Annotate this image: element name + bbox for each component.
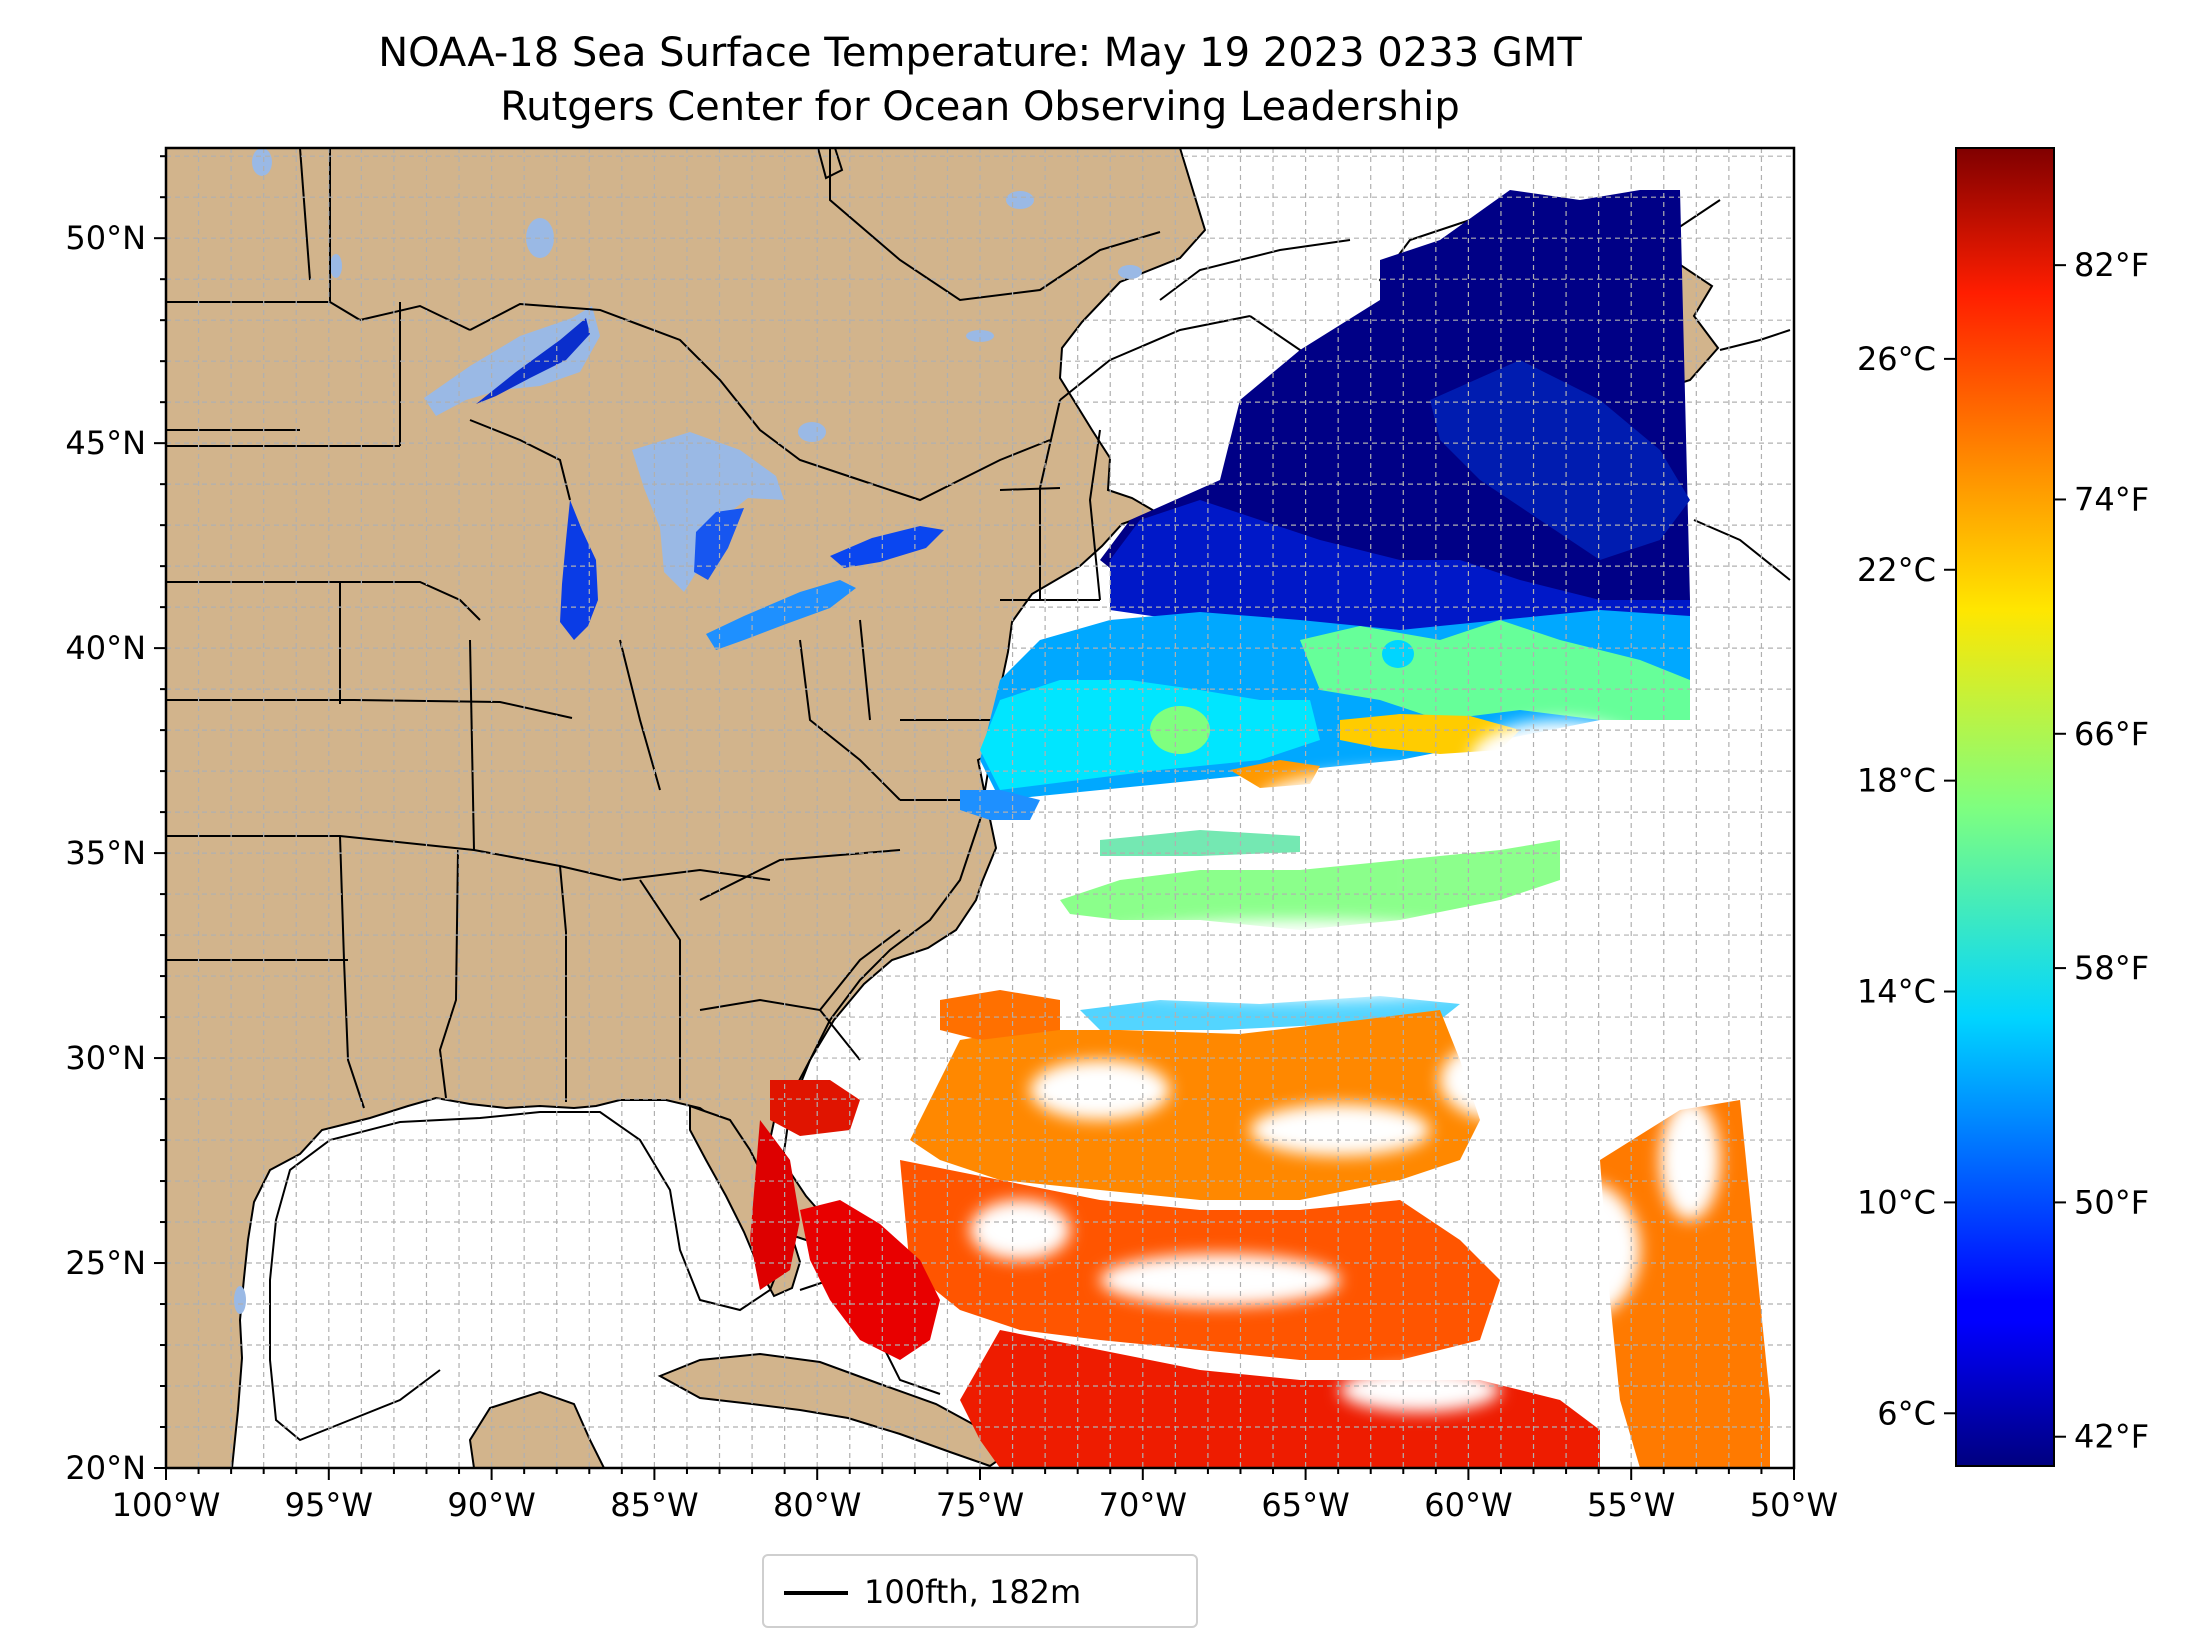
celsius-tick-label: 22°C bbox=[1857, 551, 1936, 589]
fahrenheit-tick-label: 74°F bbox=[2074, 480, 2149, 518]
colorbar-gradient bbox=[1955, 147, 2055, 1467]
lon-tick-label: 50°W bbox=[1750, 1486, 1838, 1524]
lat-tick-label: 35°N bbox=[65, 834, 146, 872]
celsius-tick-label: 14°C bbox=[1857, 973, 1936, 1011]
lat-tick-label: 20°N bbox=[65, 1449, 146, 1487]
contour-legend: 100fth, 182m bbox=[762, 1554, 1198, 1628]
lat-tick-label: 25°N bbox=[65, 1244, 146, 1282]
lon-tick-label: 95°W bbox=[285, 1486, 373, 1524]
lake-ontario bbox=[830, 526, 944, 568]
fahrenheit-tick-label: 66°F bbox=[2074, 715, 2149, 753]
lat-tick-label: 50°N bbox=[65, 219, 146, 257]
lon-tick-label: 90°W bbox=[447, 1486, 535, 1524]
title-line-1: NOAA-18 Sea Surface Temperature: May 19 … bbox=[378, 30, 1582, 76]
lake-erie bbox=[706, 580, 856, 650]
lon-tick-label: 85°W bbox=[610, 1486, 698, 1524]
lon-tick-label: 65°W bbox=[1261, 1486, 1349, 1524]
axis-labels: 100°W 95°W 90°W 85°W 80°W 75°W 70°W 65°W 60°W 55°… bbox=[65, 219, 1838, 1524]
fahrenheit-tick-label: 58°F bbox=[2074, 949, 2149, 987]
lon-tick-label: 70°W bbox=[1099, 1486, 1187, 1524]
lon-tick-label: 80°W bbox=[773, 1486, 861, 1524]
colorbar-labels: 6°C 10°C 14°C 18°C 22°C 26°C 42°F 50°F 58°F 66°F 7… bbox=[1857, 246, 2149, 1456]
sst-cold-region bbox=[1100, 190, 1690, 640]
map-title: NOAA-18 Sea Surface Temperature: May 19 … bbox=[166, 26, 1794, 134]
celsius-tick-label: 18°C bbox=[1857, 762, 1936, 800]
lake-superior-cold bbox=[476, 318, 590, 404]
lat-tick-label: 30°N bbox=[65, 1039, 146, 1077]
map-area bbox=[166, 148, 1794, 1468]
legend-line-swatch bbox=[784, 1591, 848, 1595]
lon-tick-label: 100°W bbox=[112, 1486, 221, 1524]
lake-huron bbox=[632, 432, 784, 592]
fahrenheit-tick-label: 42°F bbox=[2074, 1418, 2149, 1456]
lake-michigan bbox=[560, 500, 598, 640]
lon-tick-label: 75°W bbox=[936, 1486, 1024, 1524]
title-line-2: Rutgers Center for Ocean Observing Leade… bbox=[500, 84, 1460, 130]
yucatan-land bbox=[468, 1390, 606, 1468]
celsius-tick-label: 10°C bbox=[1857, 1183, 1936, 1221]
lat-tick-label: 45°N bbox=[65, 424, 146, 462]
north-america-land bbox=[166, 148, 1207, 1468]
celsius-tick-label: 6°C bbox=[1877, 1394, 1936, 1432]
celsius-tick-label: 26°C bbox=[1857, 340, 1936, 378]
colorbar-ticks bbox=[1944, 264, 2066, 1438]
lat-tick-label: 40°N bbox=[65, 629, 146, 667]
cloud-mask bbox=[970, 720, 1720, 1412]
gridlines bbox=[166, 148, 1794, 1468]
lon-tick-label: 60°W bbox=[1424, 1486, 1512, 1524]
lon-tick-label: 55°W bbox=[1587, 1486, 1675, 1524]
fahrenheit-tick-label: 82°F bbox=[2074, 246, 2149, 284]
axis-ticks bbox=[154, 155, 1795, 1480]
sst-mid-region bbox=[960, 610, 1690, 820]
fahrenheit-tick-label: 50°F bbox=[2074, 1183, 2149, 1221]
legend-label: 100fth, 182m bbox=[864, 1573, 1082, 1611]
